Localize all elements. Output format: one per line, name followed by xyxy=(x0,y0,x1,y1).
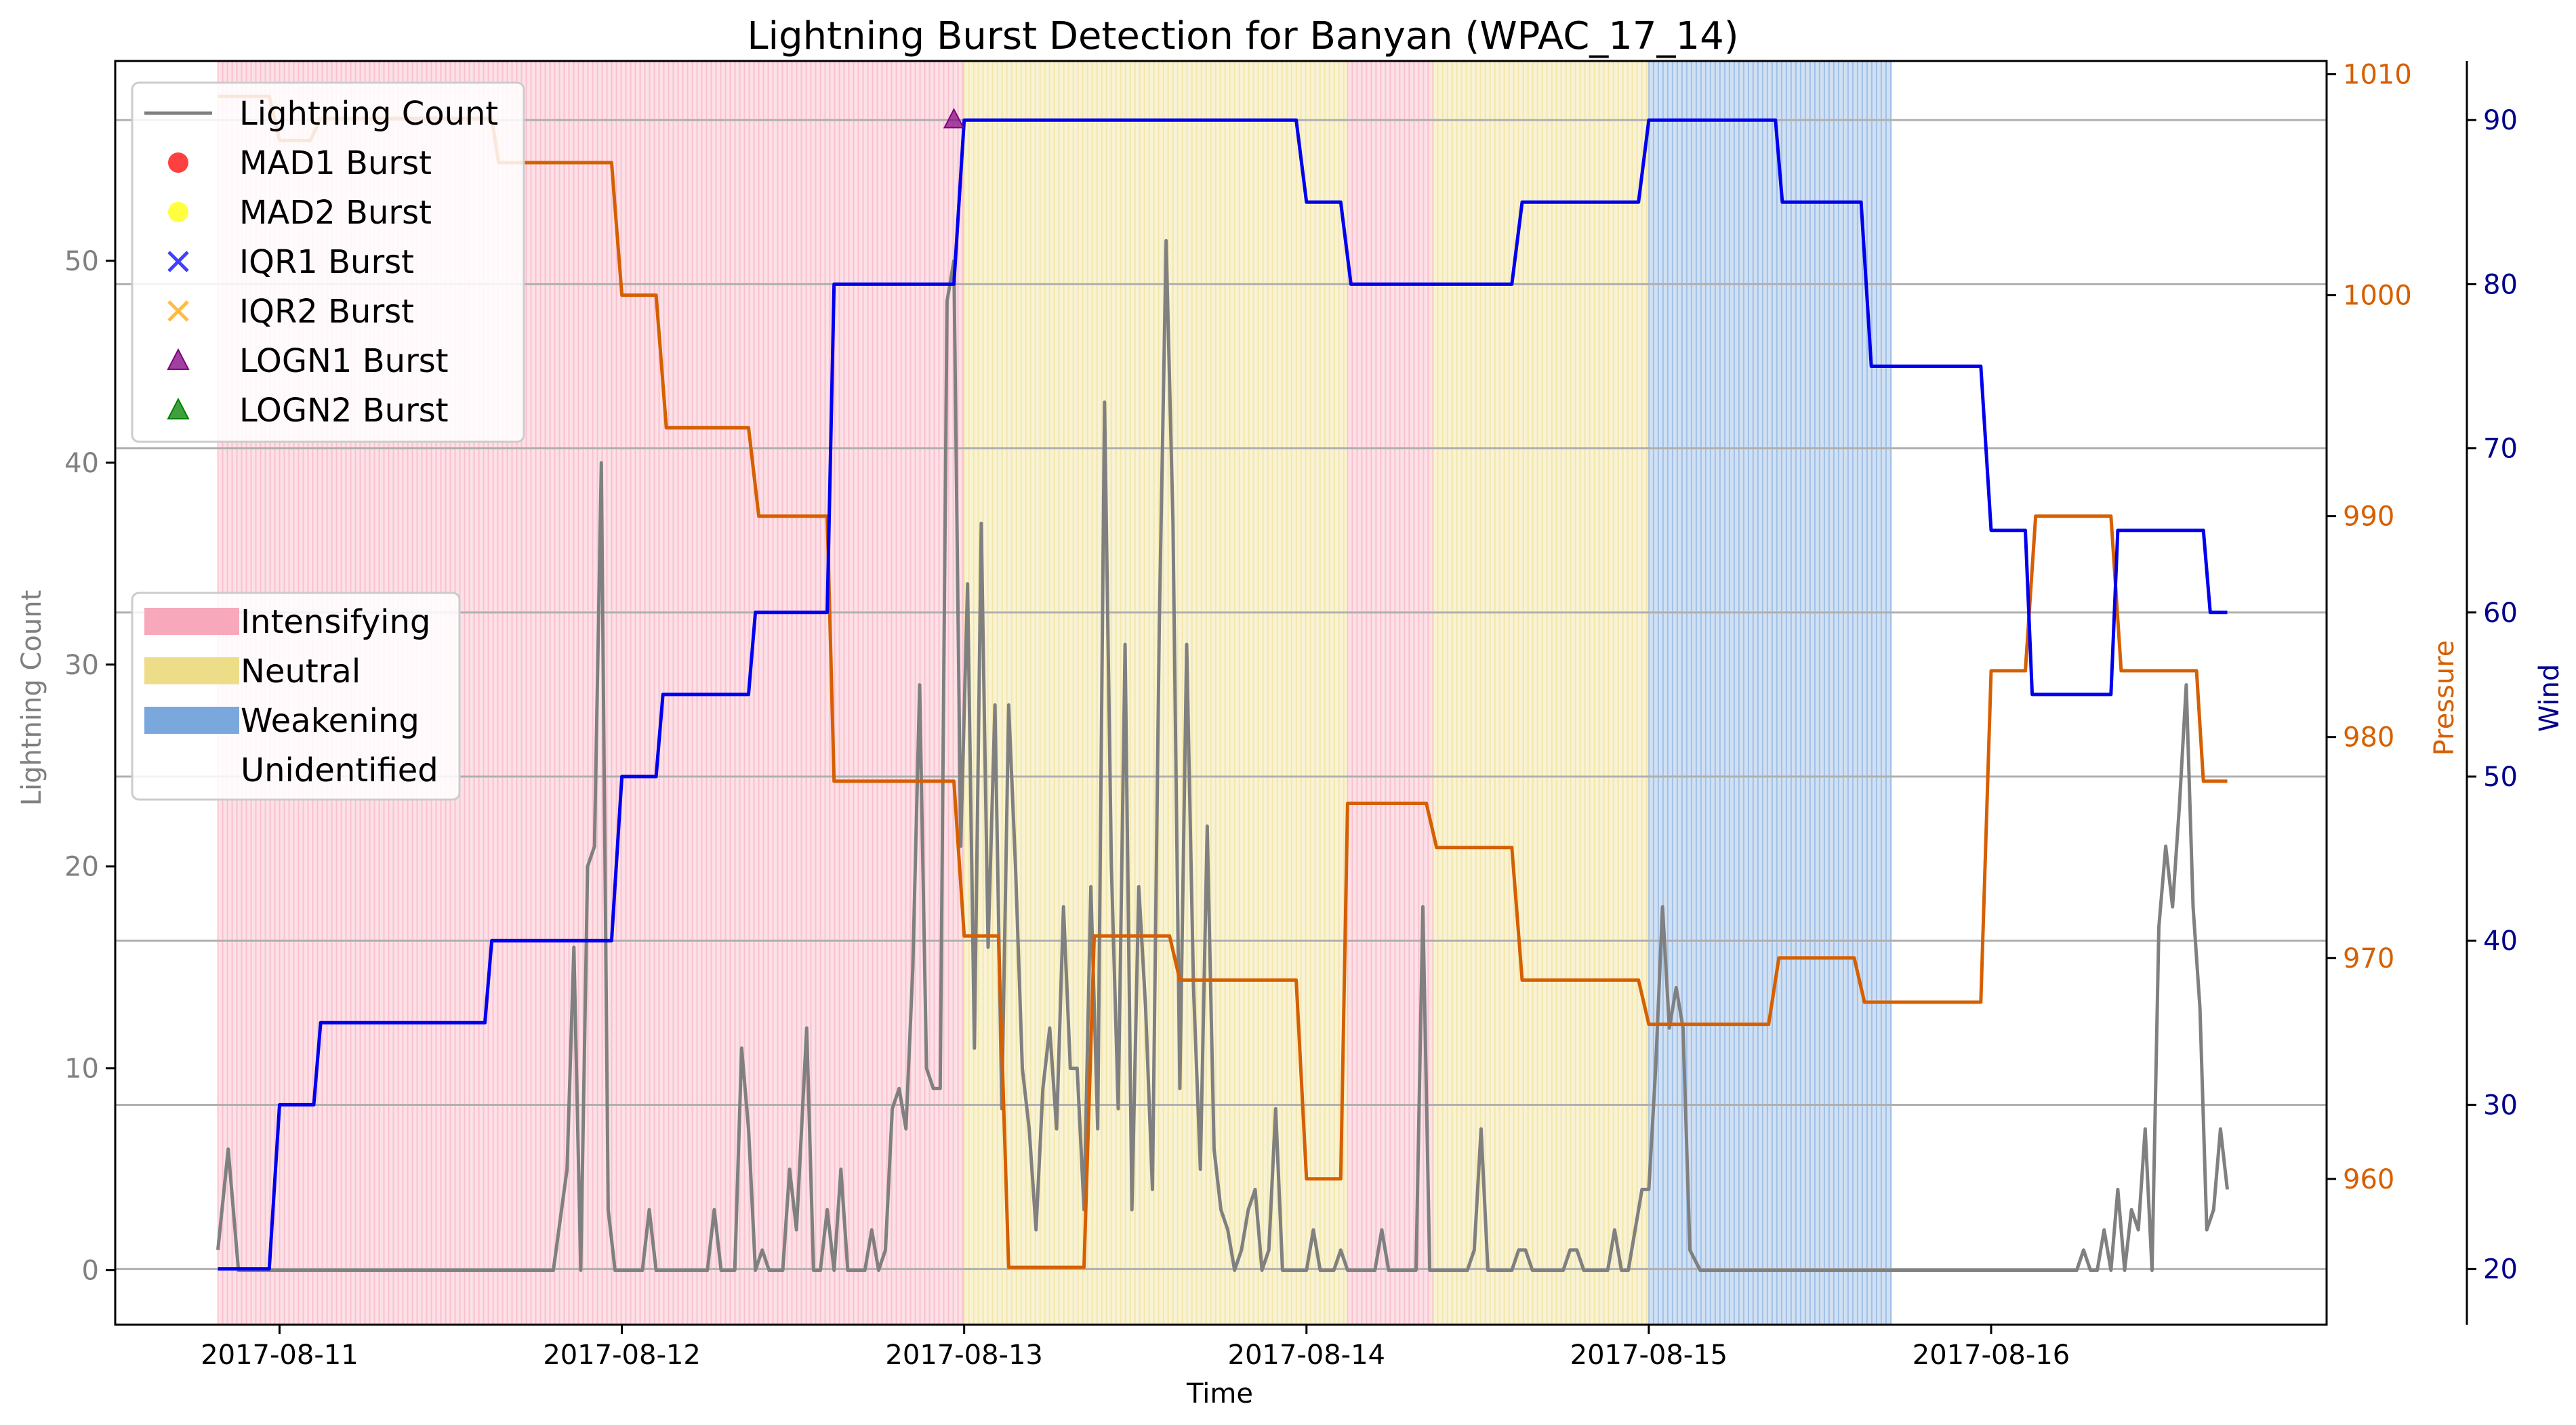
y-left-tick-label: 10 xyxy=(64,1054,99,1085)
y-wind-tick-label: 70 xyxy=(2483,434,2518,465)
y-wind-tick-label: 90 xyxy=(2483,105,2518,136)
legend-swatch xyxy=(144,707,239,734)
legend-swatch xyxy=(167,251,189,272)
phase-band-neutral xyxy=(1432,61,1649,1325)
legend-label: Weakening xyxy=(241,702,420,740)
axes: 2017-08-11 2017-08-12 2017-08-13 2017-08-14… xyxy=(64,60,2518,1371)
y-pressure-tick-label: 990 xyxy=(2343,501,2394,533)
y-pressure-tick-label: 1010 xyxy=(2343,60,2412,91)
y-wind-tick-label: 50 xyxy=(2483,762,2518,793)
phase-band-weakening xyxy=(1648,61,1892,1325)
legend-label: Intensifying xyxy=(241,603,430,641)
phase-band-intensifying xyxy=(1347,61,1434,1325)
y-pressure-tick-label: 970 xyxy=(2343,943,2394,974)
legend-item-iqr1-burst: IQR1 Burst xyxy=(167,243,414,281)
series-line-lightning-count xyxy=(216,239,2229,1273)
legend-label: IQR1 Burst xyxy=(239,243,414,281)
legend-label: IQR2 Burst xyxy=(239,293,414,331)
y-axis-label-lightning: Lightning Count xyxy=(16,590,47,806)
y-wind-tick-label: 80 xyxy=(2483,269,2518,300)
y-left-tick-label: 40 xyxy=(64,448,99,479)
y-pressure-tick-label: 980 xyxy=(2343,722,2394,753)
y-wind-tick-label: 20 xyxy=(2483,1254,2518,1285)
marker-logn1-burst xyxy=(943,108,965,129)
legend-label: LOGN1 Burst xyxy=(239,342,449,380)
y-axis-label-wind: Wind xyxy=(2534,664,2565,732)
x-tick-label: 2017-08-12 xyxy=(543,1340,700,1371)
phase-band-intensifying xyxy=(217,61,964,1325)
y-left-tick-label: 20 xyxy=(64,852,99,883)
legend-phases: Intensifying Neutral Weakening Unidentified xyxy=(131,592,461,801)
legend-item-mad1-burst: MAD1 Burst xyxy=(168,144,432,182)
y-axis-label-pressure: Pressure xyxy=(2429,640,2460,756)
legend-item-logn2-burst: LOGN2 Burst xyxy=(167,392,449,430)
legend-item-lightning-count: Lightning Count xyxy=(144,95,498,133)
series-lines xyxy=(216,94,2229,1273)
legend-series: Lightning Count MAD1 Burst MAD2 Burst IQR1 … xyxy=(131,81,525,443)
x-axis-label: Time xyxy=(1186,1378,1253,1409)
legend-item-iqr2-burst: IQR2 Burst xyxy=(167,293,414,331)
y-left-tick-label: 30 xyxy=(64,650,99,681)
legend-swatch xyxy=(168,152,188,173)
legend-swatch xyxy=(144,608,239,635)
y-wind-tick-label: 60 xyxy=(2483,598,2518,629)
legend-label: MAD1 Burst xyxy=(239,144,432,182)
legend-phase-unidentified: Unidentified xyxy=(241,751,438,789)
legend-label: Neutral xyxy=(241,653,361,690)
legend-phases-box xyxy=(131,592,461,801)
legend-series-box xyxy=(131,81,525,443)
burst-markers xyxy=(943,108,965,129)
series-line-wind xyxy=(218,118,2228,1271)
x-tick-label: 2017-08-15 xyxy=(1570,1340,1727,1371)
y-pressure-tick-label: 1000 xyxy=(2343,281,2412,312)
y-pressure-tick-label: 960 xyxy=(2343,1164,2394,1195)
y-left-tick-label: 50 xyxy=(64,246,99,277)
chart-title: Lightning Burst Detection for Banyan (WP… xyxy=(747,14,1738,58)
legend-swatch xyxy=(167,348,190,370)
legend-label: Lightning Count xyxy=(239,95,498,133)
plot-frame xyxy=(114,60,2328,1326)
legend-swatch xyxy=(144,657,239,684)
x-tick-label: 2017-08-16 xyxy=(1913,1340,2070,1371)
legend-phase-weakening: Weakening xyxy=(144,702,420,740)
legend-item-mad2-burst: MAD2 Burst xyxy=(168,194,432,232)
legend-label: Unidentified xyxy=(241,751,438,789)
legend-swatch xyxy=(167,397,190,419)
phase-band-neutral xyxy=(963,61,1348,1325)
y-wind-tick-label: 30 xyxy=(2483,1090,2518,1121)
x-tick-label: 2017-08-13 xyxy=(885,1340,1042,1371)
series-line-pressure xyxy=(218,94,2228,1269)
legend-swatch xyxy=(167,300,189,322)
legend-phase-neutral: Neutral xyxy=(144,653,361,690)
legend-label: LOGN2 Burst xyxy=(239,392,449,430)
legend-phase-intensifying: Intensifying xyxy=(144,603,430,641)
legend-swatch xyxy=(168,202,188,222)
y-left-tick-label: 0 xyxy=(82,1256,99,1287)
legend-label: MAD2 Burst xyxy=(239,194,432,232)
x-tick-label: 2017-08-11 xyxy=(201,1340,358,1371)
legend-item-logn1-burst: LOGN1 Burst xyxy=(167,342,449,380)
y-wind-tick-label: 40 xyxy=(2483,926,2518,957)
x-tick-label: 2017-08-14 xyxy=(1228,1340,1385,1371)
